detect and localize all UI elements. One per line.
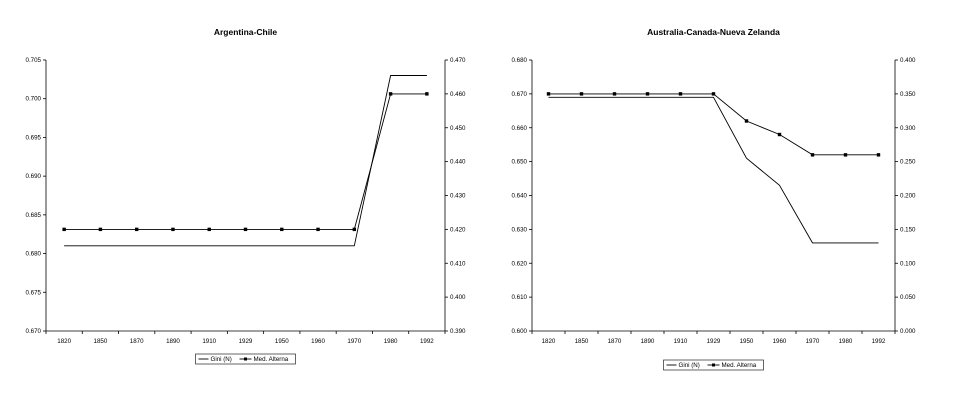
data-point-marker	[280, 227, 284, 232]
x-tick-label: 1820	[57, 338, 71, 345]
y-right-tick-label: 0.470	[450, 57, 466, 64]
x-tick-label: 1992	[420, 338, 434, 345]
x-tick-label: 1960	[311, 338, 325, 345]
x-tick-label: 1980	[839, 338, 853, 345]
y-left-tick-label: 0.630	[512, 226, 528, 233]
series-line-gini	[64, 75, 427, 247]
y-left-tick-label: 0.660	[512, 125, 528, 132]
data-point-marker	[777, 132, 782, 137]
y-right-tick-label: 0.400	[900, 57, 916, 64]
y-left-tick-label: 0.680	[26, 251, 42, 258]
legend: Gini (N) Med. Alterna	[195, 353, 296, 365]
data-point-marker	[243, 227, 248, 232]
x-tick-label: 1890	[641, 338, 655, 345]
series-line-med-alterna	[548, 93, 879, 156]
data-point-marker	[546, 92, 551, 96]
y-right-tick-label: 0.460	[450, 91, 466, 98]
data-point-marker	[352, 227, 357, 232]
legend-marker-med-alterna	[712, 363, 715, 367]
y-right-tick-label: 0.350	[900, 91, 916, 98]
x-tick-label: 1970	[347, 338, 361, 345]
x-tick-label: 1850	[575, 338, 589, 345]
data-point-marker	[711, 92, 716, 96]
y-right-tick-label: 0.000	[900, 328, 916, 335]
x-tick-label: 1929	[239, 338, 253, 345]
y-right-tick-label: 0.200	[900, 193, 916, 200]
y-left-tick-label: 0.600	[512, 328, 528, 335]
legend-label-gini: Gini (N)	[211, 356, 232, 363]
chart-title: Argentina-Chile	[214, 27, 278, 37]
y-left-tick-label: 0.640	[512, 193, 528, 200]
y-left-tick-label: 0.680	[512, 57, 528, 64]
x-tick-label: 1992	[872, 338, 886, 345]
y-left-tick-label: 0.690	[26, 173, 42, 180]
data-point-marker	[171, 227, 175, 232]
y-left-tick-label: 0.675	[26, 289, 42, 296]
data-point-marker	[645, 92, 650, 96]
x-tick-label: 1960	[773, 338, 787, 345]
legend-marker-med-alterna	[244, 357, 247, 361]
data-point-marker	[579, 92, 584, 96]
data-point-marker	[612, 92, 617, 96]
data-point-marker	[388, 92, 393, 96]
y-right-tick-label: 0.300	[900, 125, 916, 132]
series-line-gini	[548, 96, 879, 244]
y-right-tick-label: 0.430	[450, 193, 466, 200]
y-right-tick-label: 0.440	[450, 159, 466, 166]
data-point-marker	[207, 227, 211, 232]
data-point-marker	[62, 227, 66, 232]
data-point-marker	[425, 92, 429, 96]
x-tick-label: 1970	[806, 338, 820, 345]
data-point-marker	[744, 119, 749, 123]
x-tick-label: 1890	[166, 338, 180, 345]
x-tick-label: 1980	[384, 338, 398, 345]
data-point-marker	[98, 227, 103, 232]
y-left-tick-label: 0.700	[26, 96, 42, 103]
x-tick-label: 1910	[202, 338, 216, 345]
y-right-tick-label: 0.250	[900, 159, 916, 166]
y-left-tick-label: 0.620	[512, 260, 528, 267]
x-tick-label: 1950	[275, 338, 289, 345]
chart-title: Australia-Canada-Nueva Zelanda	[647, 27, 780, 37]
data-point-marker	[843, 153, 848, 157]
legend-label-med-alterna: Med. Alterna	[722, 362, 757, 369]
legend-label-med-alterna: Med. Alterna	[254, 356, 289, 363]
y-right-tick-label: 0.100	[900, 260, 916, 267]
y-right-tick-label: 0.410	[450, 260, 466, 267]
x-tick-label: 1850	[94, 338, 108, 345]
y-right-tick-label: 0.400	[450, 294, 466, 301]
y-right-tick-label: 0.420	[450, 226, 466, 233]
y-left-tick-label: 0.650	[512, 159, 528, 166]
data-point-marker	[810, 153, 815, 157]
y-right-tick-label: 0.450	[450, 125, 466, 132]
data-point-marker	[316, 227, 320, 232]
x-tick-label: 1820	[542, 338, 556, 345]
x-tick-label: 1870	[130, 338, 144, 345]
chart-australia-canada-nueva-zelanda: Australia-Canada-Nueva Zelanda 0.600 0.610…	[512, 27, 916, 371]
legend: Gini (N) Med. Alterna	[663, 359, 764, 371]
y-right-tick-label: 0.050	[900, 294, 916, 301]
y-left-tick-label: 0.610	[512, 294, 528, 301]
y-left-tick-label: 0.670	[512, 91, 528, 98]
data-point-marker	[876, 153, 881, 157]
y-left-tick-label: 0.705	[26, 57, 42, 64]
legend-label-gini: Gini (N)	[679, 362, 700, 369]
data-point-marker	[134, 227, 139, 232]
series-line-med-alterna	[64, 93, 427, 230]
y-left-tick-label: 0.670	[26, 328, 42, 335]
y-right-tick-label: 0.150	[900, 226, 916, 233]
data-point-marker	[678, 92, 683, 96]
y-right-tick-label: 0.390	[450, 328, 466, 335]
y-left-tick-label: 0.685	[26, 212, 42, 219]
x-tick-label: 1950	[740, 338, 754, 345]
x-tick-label: 1929	[707, 338, 721, 345]
x-tick-label: 1910	[674, 338, 688, 345]
y-left-tick-label: 0.695	[26, 134, 42, 141]
x-tick-label: 1870	[608, 338, 622, 345]
chart-argentina-chile: Argentina-Chile 0.670 0.675 0.680 0.685 0.690…	[26, 27, 466, 365]
